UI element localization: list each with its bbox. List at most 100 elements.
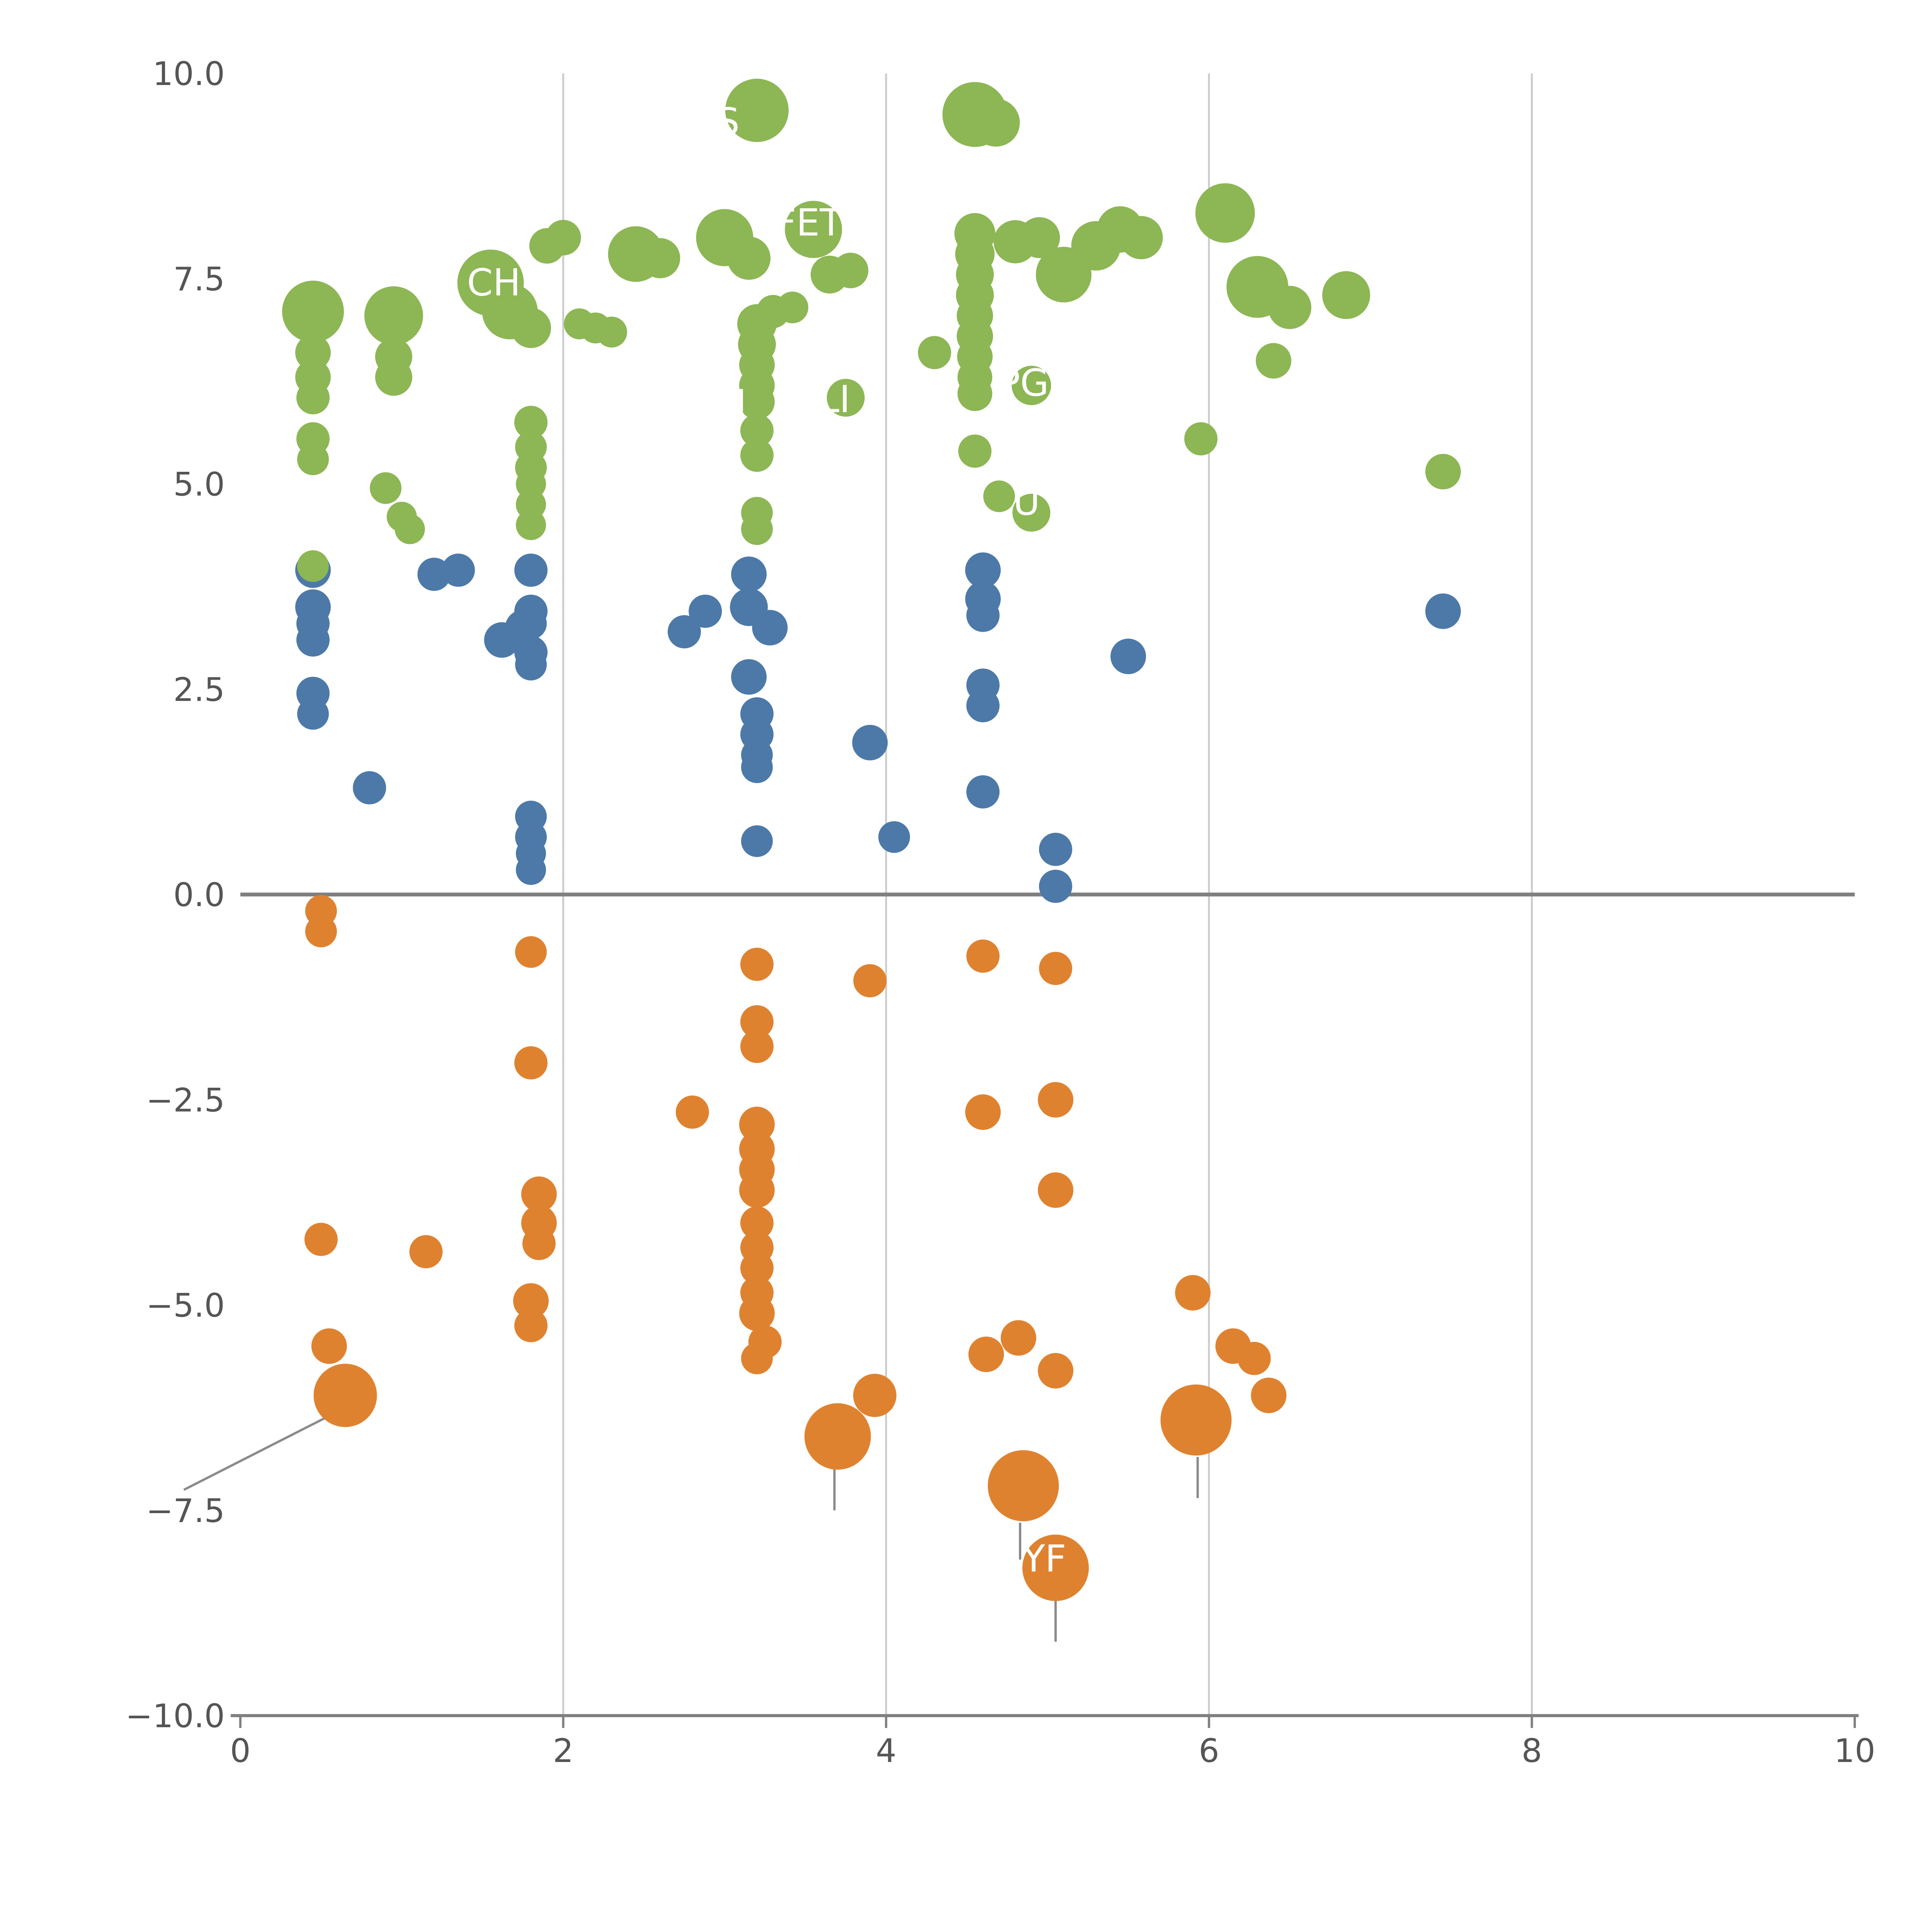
bubble-green-cluster[interactable] bbox=[375, 359, 412, 396]
bubble-orange-cluster[interactable] bbox=[804, 1403, 871, 1470]
bubble-blue-cluster[interactable] bbox=[731, 556, 767, 592]
bubble-orange-cluster[interactable] bbox=[514, 1046, 548, 1080]
bubble-blue-cluster[interactable] bbox=[741, 825, 773, 857]
bubble-blue-cluster[interactable] bbox=[1039, 869, 1072, 903]
bubble-orange-cluster[interactable] bbox=[1037, 1082, 1073, 1118]
bubble-orange-cluster[interactable] bbox=[1175, 1275, 1211, 1311]
bubble-blue-cluster[interactable] bbox=[516, 855, 546, 885]
bubble-green-cluster[interactable] bbox=[1268, 286, 1311, 329]
bubble-green-cluster[interactable] bbox=[957, 376, 992, 411]
bubble-blue-cluster[interactable] bbox=[752, 610, 788, 646]
bubble-blue-cluster[interactable] bbox=[966, 599, 1000, 632]
bubble-orange-cluster[interactable] bbox=[522, 1227, 556, 1260]
bubble-orange-cluster[interactable] bbox=[853, 1374, 896, 1417]
bubble-green-cluster[interactable] bbox=[1322, 271, 1370, 319]
bubble-green-cluster[interactable] bbox=[296, 381, 330, 415]
bubble-green-cluster[interactable] bbox=[727, 236, 771, 280]
bubble-orange-cluster[interactable] bbox=[1037, 1353, 1073, 1389]
bubble-orange-cluster[interactable] bbox=[740, 1005, 774, 1039]
bubble-orange-cluster[interactable] bbox=[988, 1450, 1059, 1521]
bubble-green-cluster[interactable] bbox=[545, 220, 581, 255]
bubble-orange-cluster[interactable] bbox=[1037, 1172, 1073, 1208]
bubble-blue-cluster[interactable] bbox=[667, 615, 701, 648]
bubble-green-cluster[interactable] bbox=[1019, 217, 1060, 258]
bubble-orange-cluster[interactable] bbox=[313, 1364, 377, 1427]
bubble-blue-cluster[interactable] bbox=[1039, 833, 1072, 866]
bubble-orange-cluster[interactable] bbox=[515, 936, 547, 968]
bubble-green-cluster[interactable] bbox=[785, 201, 842, 258]
bubble-orange-cluster[interactable] bbox=[740, 1251, 774, 1285]
bubble-orange-cluster[interactable] bbox=[1237, 1342, 1271, 1375]
bubble-green-cluster[interactable] bbox=[740, 414, 774, 447]
bubble-orange-cluster[interactable] bbox=[853, 964, 887, 998]
bubble-orange-cluster[interactable] bbox=[1022, 1534, 1089, 1601]
bubble-green-cluster[interactable] bbox=[1119, 216, 1163, 259]
bubble-orange-cluster[interactable] bbox=[514, 1309, 548, 1342]
bubble-orange-cluster[interactable] bbox=[741, 1342, 773, 1374]
bubble-green-cluster[interactable] bbox=[740, 439, 774, 472]
bubble-green-cluster[interactable] bbox=[640, 238, 680, 279]
bubble-blue-cluster[interactable] bbox=[514, 553, 548, 587]
bubble-blue-cluster[interactable] bbox=[741, 751, 773, 783]
bubble-blue-cluster[interactable] bbox=[965, 552, 1001, 588]
bubble-green-cluster[interactable] bbox=[297, 443, 329, 475]
bubble-blue-cluster[interactable] bbox=[297, 698, 329, 730]
bubble-green-cluster[interactable] bbox=[1195, 183, 1255, 243]
bubble-green-cluster[interactable] bbox=[1425, 454, 1461, 490]
bubble-orange-cluster[interactable] bbox=[1160, 1384, 1232, 1456]
bubble-orange-cluster[interactable] bbox=[739, 1107, 775, 1142]
bubble-blue-cluster[interactable] bbox=[1425, 593, 1461, 629]
bubble-green-cluster[interactable] bbox=[364, 286, 423, 345]
bubble-orange-cluster[interactable] bbox=[739, 1295, 775, 1331]
bubble-green-cluster[interactable] bbox=[1184, 422, 1218, 456]
bubble-orange-cluster[interactable] bbox=[966, 939, 1000, 973]
bubble-green-cluster[interactable] bbox=[827, 379, 865, 417]
bubble-green-cluster[interactable] bbox=[741, 513, 773, 545]
bubble-green-cluster[interactable] bbox=[739, 384, 775, 420]
bubble-green-cluster[interactable] bbox=[1012, 366, 1051, 405]
bubble-blue-cluster[interactable] bbox=[515, 649, 547, 680]
bubble-orange-cluster[interactable] bbox=[513, 1283, 549, 1319]
bubble-blue-cluster[interactable] bbox=[966, 775, 1000, 809]
bubble-orange-cluster[interactable] bbox=[1251, 1378, 1287, 1413]
bubble-orange-cluster[interactable] bbox=[968, 1337, 1004, 1372]
bubble-orange-cluster[interactable] bbox=[304, 1223, 338, 1256]
bubble-blue-cluster[interactable] bbox=[296, 623, 330, 657]
bubble-blue-cluster[interactable] bbox=[353, 771, 386, 804]
bubble-orange-cluster[interactable] bbox=[965, 1094, 1001, 1130]
bubble-orange-cluster[interactable] bbox=[521, 1176, 557, 1212]
bubble-orange-cluster[interactable] bbox=[1039, 952, 1072, 985]
bubble-orange-cluster[interactable] bbox=[740, 947, 774, 981]
bubble-orange-cluster[interactable] bbox=[305, 915, 337, 947]
bubble-green-cluster[interactable] bbox=[972, 99, 1020, 147]
bubble-green-cluster[interactable] bbox=[918, 336, 951, 369]
bubble-green-cluster[interactable] bbox=[370, 472, 402, 504]
bubble-green-cluster[interactable] bbox=[596, 316, 627, 348]
bubble-orange-cluster[interactable] bbox=[1000, 1320, 1036, 1356]
bubble-blue-cluster[interactable] bbox=[689, 594, 722, 628]
bubble-orange-cluster[interactable] bbox=[675, 1095, 709, 1129]
bubble-green-cluster[interactable] bbox=[282, 281, 344, 343]
bubble-green-cluster[interactable] bbox=[833, 253, 869, 288]
bubble-green-cluster[interactable] bbox=[295, 335, 331, 371]
bubble-green-cluster[interactable] bbox=[511, 308, 551, 348]
bubble-green-cluster[interactable] bbox=[395, 514, 425, 544]
bubble-green-cluster[interactable] bbox=[776, 291, 808, 323]
bubble-blue-cluster[interactable] bbox=[731, 659, 767, 695]
bubble-blue-cluster[interactable] bbox=[878, 821, 910, 853]
bubble-blue-cluster[interactable] bbox=[966, 689, 1000, 723]
bubble-blue-cluster[interactable] bbox=[515, 607, 547, 639]
bubble-green-cluster[interactable] bbox=[514, 406, 548, 439]
bubble-green-cluster[interactable] bbox=[983, 480, 1015, 512]
bubble-orange-cluster[interactable] bbox=[409, 1235, 443, 1269]
bubble-green-cluster[interactable] bbox=[725, 78, 789, 142]
bubble-orange-cluster[interactable] bbox=[740, 1030, 774, 1063]
bubble-orange-cluster[interactable] bbox=[739, 1172, 775, 1208]
bubble-green-cluster[interactable] bbox=[1012, 493, 1051, 532]
bubble-green-cluster[interactable] bbox=[958, 434, 992, 468]
bubble-green-cluster[interactable] bbox=[1255, 343, 1291, 379]
bubble-blue-cluster[interactable] bbox=[442, 553, 475, 587]
bubble-blue-cluster[interactable] bbox=[852, 724, 888, 760]
bubble-blue-cluster[interactable] bbox=[1110, 638, 1146, 674]
bubble-green-cluster[interactable] bbox=[516, 510, 546, 540]
